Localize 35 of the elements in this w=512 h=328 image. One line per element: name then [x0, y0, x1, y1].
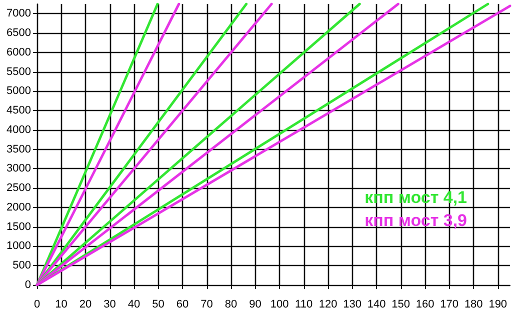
x-tick-label: 50: [152, 298, 164, 310]
y-tick-label: 3500: [6, 143, 31, 156]
x-tick-label: 60: [176, 298, 189, 310]
x-tick-label: 20: [79, 298, 92, 310]
x-tick-label: 0: [34, 298, 40, 310]
x-tick-label: 110: [295, 298, 313, 310]
y-tick-label: 5500: [6, 66, 31, 78]
x-tick-label: 70: [200, 298, 213, 310]
x-tick-label: 190: [488, 298, 508, 310]
y-tick-label: 3000: [6, 162, 31, 175]
y-tick-label: 0: [24, 279, 31, 291]
y-tick-label: 4000: [6, 124, 31, 136]
x-tick-label: 150: [392, 298, 410, 310]
x-tick-label: 40: [128, 298, 140, 310]
x-tick-label: 120: [318, 298, 338, 310]
y-tick-label: 2500: [6, 182, 31, 194]
y-tick-label: 1500: [6, 220, 31, 233]
x-tick-label: 140: [367, 298, 386, 310]
x-tick-label: 180: [464, 298, 483, 310]
x-tick-label: 80: [224, 298, 238, 310]
y-tick-label: 6500: [6, 27, 31, 40]
x-tick-label: 100: [270, 298, 289, 310]
x-tick-label: 130: [343, 298, 362, 310]
y-tick-label: 7000: [6, 8, 31, 20]
y-tick-label: 2000: [6, 201, 31, 214]
x-tick-label: 90: [249, 298, 262, 310]
y-tick-label: 4500: [6, 104, 31, 117]
y-tick-label: 5000: [6, 85, 31, 98]
x-tick-label: 170: [440, 298, 459, 310]
x-tick-label: 10: [55, 298, 68, 310]
y-tick-label: 1000: [6, 240, 31, 252]
y-tick-label: 6000: [6, 46, 31, 58]
y-tick-label: 500: [12, 260, 31, 272]
x-tick-label: 160: [416, 298, 434, 310]
x-tick-label: 30: [104, 298, 116, 310]
